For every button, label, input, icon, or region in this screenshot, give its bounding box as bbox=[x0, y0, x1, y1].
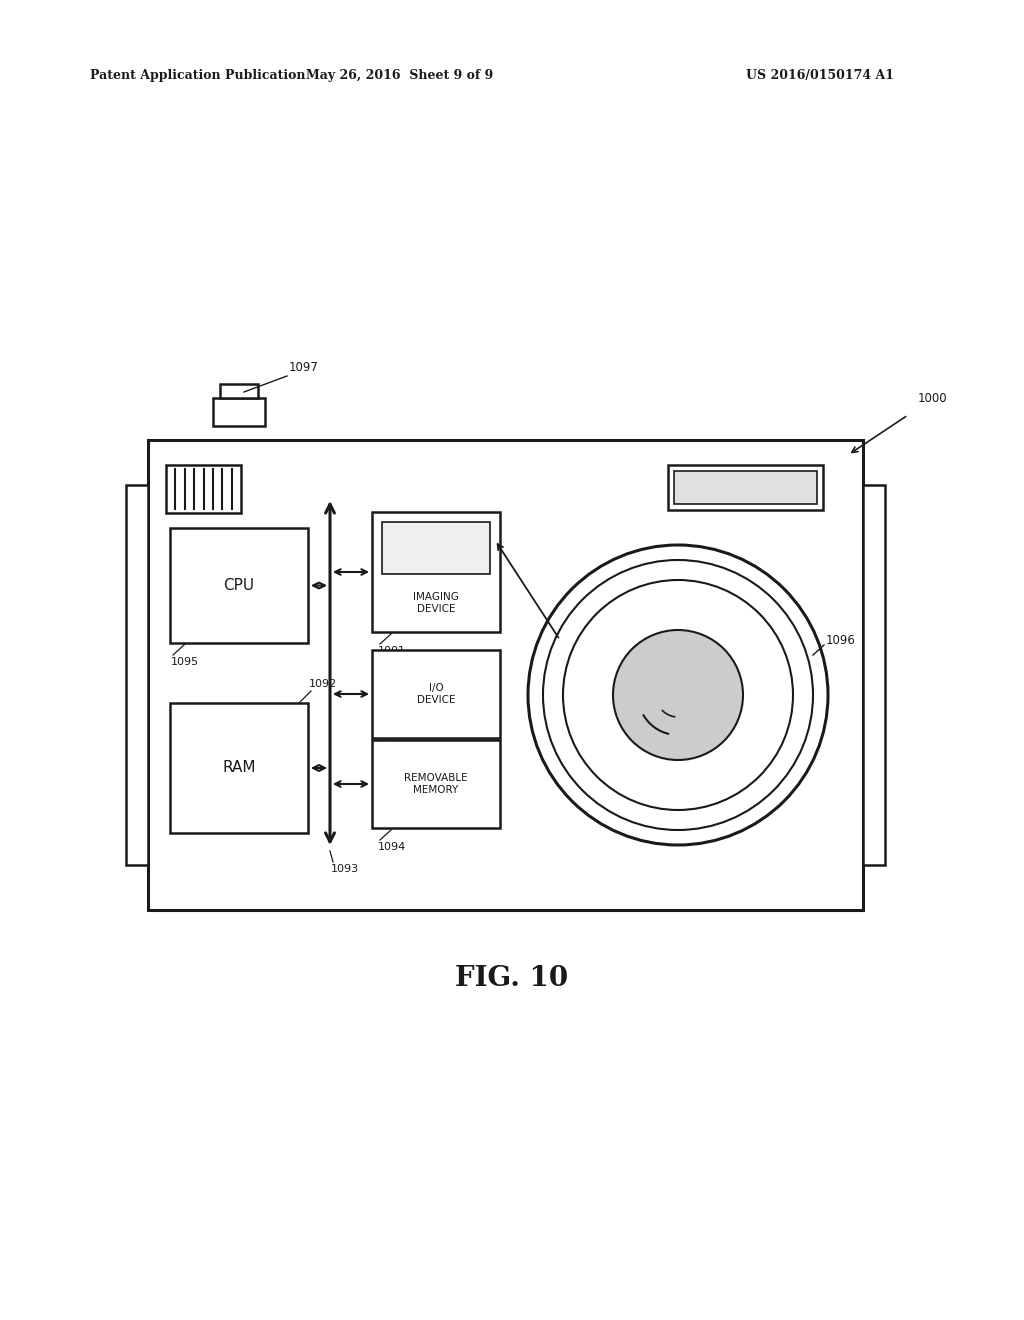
Bar bbox=[668, 465, 823, 510]
Bar bbox=[170, 704, 308, 833]
Text: 1093: 1093 bbox=[331, 865, 359, 874]
Bar bbox=[220, 384, 258, 399]
Bar bbox=[372, 512, 500, 632]
Bar bbox=[170, 528, 308, 643]
Bar bbox=[382, 521, 490, 574]
Text: 1001: 1001 bbox=[378, 645, 406, 656]
Bar bbox=[674, 471, 817, 504]
Bar bbox=[372, 741, 500, 828]
Bar bbox=[148, 440, 863, 909]
Text: 1092: 1092 bbox=[309, 678, 337, 689]
Text: CPU: CPU bbox=[223, 578, 255, 593]
Text: 1000: 1000 bbox=[918, 392, 947, 405]
Text: FIG. 10: FIG. 10 bbox=[456, 965, 568, 991]
Text: I/O
DEVICE: I/O DEVICE bbox=[417, 684, 456, 705]
Bar bbox=[372, 649, 500, 738]
Bar bbox=[126, 484, 148, 865]
Text: Patent Application Publication: Patent Application Publication bbox=[90, 69, 305, 82]
Text: US 2016/0150174 A1: US 2016/0150174 A1 bbox=[746, 69, 894, 82]
Text: 1096: 1096 bbox=[826, 634, 856, 647]
Text: IMAGING
DEVICE: IMAGING DEVICE bbox=[413, 593, 459, 614]
Text: RAM: RAM bbox=[222, 760, 256, 776]
Text: 1091: 1091 bbox=[378, 752, 407, 762]
Text: 1094: 1094 bbox=[378, 842, 407, 851]
Bar bbox=[166, 465, 241, 513]
Text: REMOVABLE
MEMORY: REMOVABLE MEMORY bbox=[404, 774, 468, 795]
Text: 1095: 1095 bbox=[171, 657, 199, 667]
Bar bbox=[863, 484, 885, 865]
Bar bbox=[213, 399, 265, 426]
Text: 1097: 1097 bbox=[289, 360, 318, 374]
Circle shape bbox=[613, 630, 743, 760]
Text: May 26, 2016  Sheet 9 of 9: May 26, 2016 Sheet 9 of 9 bbox=[306, 69, 494, 82]
